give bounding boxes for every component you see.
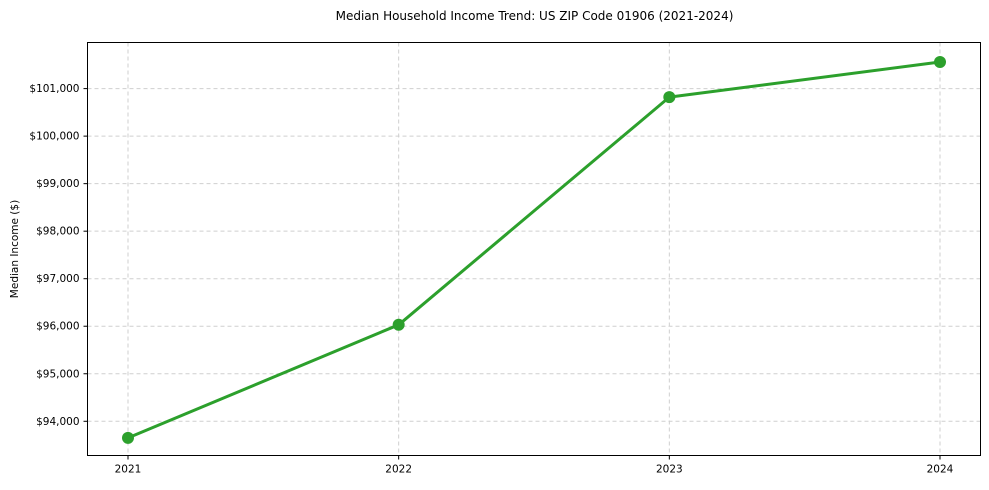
x-tick-label-2021: 2021 (115, 464, 142, 476)
trend-line (126, 60, 942, 440)
y-tick-label-98000: $98,000 (36, 226, 79, 238)
y-tick-label-100000: $100,000 (29, 131, 79, 143)
data-point-2024 (934, 55, 946, 68)
y-tick-label-96000: $96,000 (36, 321, 79, 333)
y-tick-label-97000: $97,000 (36, 273, 79, 285)
y-tick-label-95000: $95,000 (36, 368, 79, 380)
plot-border (87, 42, 981, 456)
data-point-2022 (392, 318, 405, 331)
data-point-2021 (122, 431, 134, 444)
chart-title: Median Household Income Trend: US ZIP Co… (335, 9, 734, 23)
x-tick-label-2023: 2023 (656, 464, 683, 476)
y-tick-label-99000: $99,000 (36, 178, 79, 190)
x-tick-label-2024: 2024 (927, 464, 954, 476)
data-point-2023 (663, 91, 676, 104)
y-tick-label-94000: $94,000 (36, 416, 79, 428)
y-tick-label-101000: $101,000 (29, 83, 79, 95)
x-tick-label-2022: 2022 (385, 464, 412, 476)
